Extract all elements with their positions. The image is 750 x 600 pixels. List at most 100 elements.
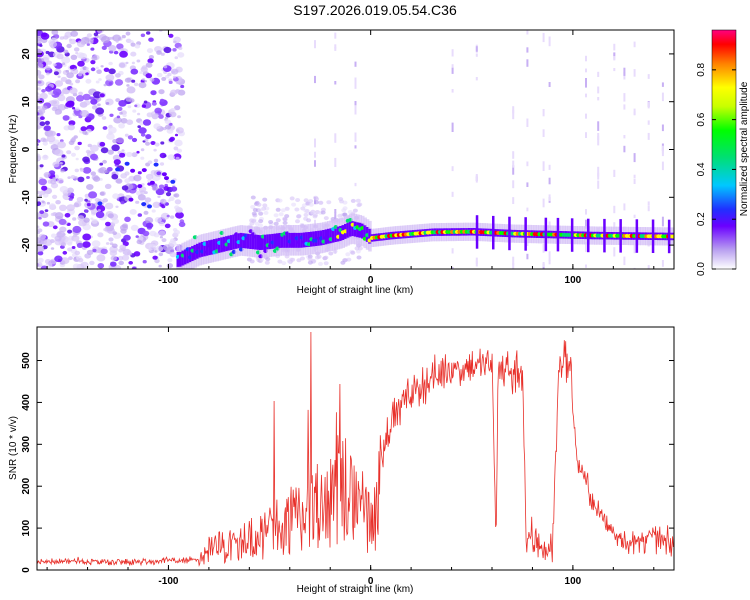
spectral-streak (623, 145, 626, 153)
spectral-noise-blob (69, 82, 74, 86)
spectral-noise-blob (137, 213, 142, 217)
spectral-noise-blob (323, 261, 329, 266)
spectral-noise-blob (154, 142, 160, 147)
spectral-noise-blob (155, 188, 165, 196)
spectral-noise-blob (118, 260, 124, 266)
spectral-noise-blob (175, 211, 184, 219)
spectral-noise-blob (170, 68, 179, 75)
spectral-noise-blob (258, 219, 264, 224)
spectral-noise-blob (37, 251, 44, 256)
spectral-streak (647, 74, 650, 79)
spectral-noise-blob (136, 239, 143, 245)
x-tick-label: 100 (565, 275, 582, 286)
spectral-noise-blob (90, 98, 98, 105)
spectral-noise-blob (100, 147, 109, 154)
spectral-noise-blob (178, 221, 186, 228)
ridge-core (670, 234, 674, 239)
spectral-noise-blob (156, 72, 163, 78)
spectral-noise-blob (54, 235, 62, 242)
spectral-noise-blob (64, 213, 71, 218)
spectral-noise-blob (73, 47, 80, 52)
spectral-noise-blob (175, 127, 184, 134)
spectral-noise-blob (145, 73, 153, 79)
spectral-streak (512, 109, 515, 120)
spectral-noise-blob (147, 58, 154, 64)
spectral-noise-blob (66, 187, 74, 194)
spectral-noise-blob (39, 210, 45, 215)
spectral-noise-blob (106, 167, 113, 172)
spectral-noise-blob (77, 72, 83, 77)
spectral-noise-blob (113, 116, 122, 124)
spectral-noise-blob (121, 254, 130, 261)
ridge-band (234, 233, 239, 249)
spectral-noise-blob (46, 221, 55, 228)
spectral-noise-blob (126, 151, 133, 158)
spectral-noise-blob (158, 264, 162, 268)
spectral-streak (661, 82, 664, 87)
spectral-noise-blob (158, 184, 165, 189)
spectral-streak (314, 40, 316, 46)
spectral-noise-blob (153, 148, 157, 152)
spectral-noise-blob (145, 217, 154, 224)
spectral-noise-blob (108, 45, 117, 52)
spectral-noise-blob (158, 252, 164, 257)
spectral-noise-blob (307, 257, 313, 262)
ridge-glitch (524, 217, 527, 251)
spectral-noise-blob (48, 41, 58, 48)
spectral-noise-blob (350, 250, 356, 255)
spectral-noise-blob (90, 67, 96, 72)
spectral-noise-blob (281, 261, 287, 266)
spectral-noise-blob (67, 229, 73, 234)
spectral-streak (334, 32, 337, 39)
spectral-noise-blob (50, 179, 57, 185)
spectral-streak (597, 166, 600, 177)
spectral-noise-blob (71, 152, 76, 157)
spectral-noise-blob (59, 226, 67, 233)
spectral-streak (548, 251, 551, 261)
spectral-noise-blob (124, 216, 131, 222)
spectral-noise-blob (62, 250, 68, 255)
spectral-noise-blob (37, 48, 43, 55)
spectral-noise-blob (131, 152, 138, 158)
spectral-noise-blob (178, 46, 183, 50)
spectral-noise-blob (59, 162, 63, 165)
spectral-noise-blob (138, 82, 147, 89)
spectral-noise-blob (147, 204, 152, 209)
spectral-streak (633, 153, 636, 163)
colorbar-tick-label: 0.0 (696, 262, 707, 276)
ridge-band (191, 246, 195, 261)
spectral-noise-blob (316, 254, 322, 259)
spectral-streak (633, 214, 636, 218)
spectral-noise-blob (62, 115, 70, 121)
spectral-noise-blob (37, 79, 45, 87)
spectral-noise-blob (175, 81, 180, 85)
spectral-streak (597, 133, 600, 140)
spectral-noise-blob (109, 113, 114, 118)
spectral-streak (661, 124, 664, 132)
spectral-streak (613, 205, 616, 214)
ridge-band (263, 234, 268, 250)
spectral-streak (334, 133, 337, 143)
spectral-noise-blob (295, 219, 300, 224)
spectral-noise-blob (133, 82, 139, 87)
ridge-band (363, 225, 367, 241)
ridge-band (239, 232, 244, 248)
spectral-noise-blob (59, 36, 65, 40)
spectral-noise-blob (90, 153, 98, 161)
ridge-band (200, 241, 205, 257)
spectral-noise-blob (141, 65, 147, 70)
spectral-noise-blob (277, 259, 283, 264)
chart-title: S197.2026.019.05.54.C36 (293, 2, 457, 18)
spectral-noise-blob (280, 208, 286, 213)
spectral-streak (314, 138, 316, 148)
spectral-noise-blob (91, 240, 101, 248)
spectral-noise-blob (174, 133, 179, 137)
spectral-noise-blob (308, 202, 314, 207)
spectral-streak (354, 108, 357, 115)
spectral-noise-blob (172, 228, 178, 232)
spectral-noise-blob (320, 210, 326, 215)
y-tick-label: 100 (21, 519, 32, 536)
spectral-noise-blob (318, 200, 324, 205)
spectral-noise-blob (63, 49, 69, 54)
y-tick-label: 0 (21, 567, 32, 573)
